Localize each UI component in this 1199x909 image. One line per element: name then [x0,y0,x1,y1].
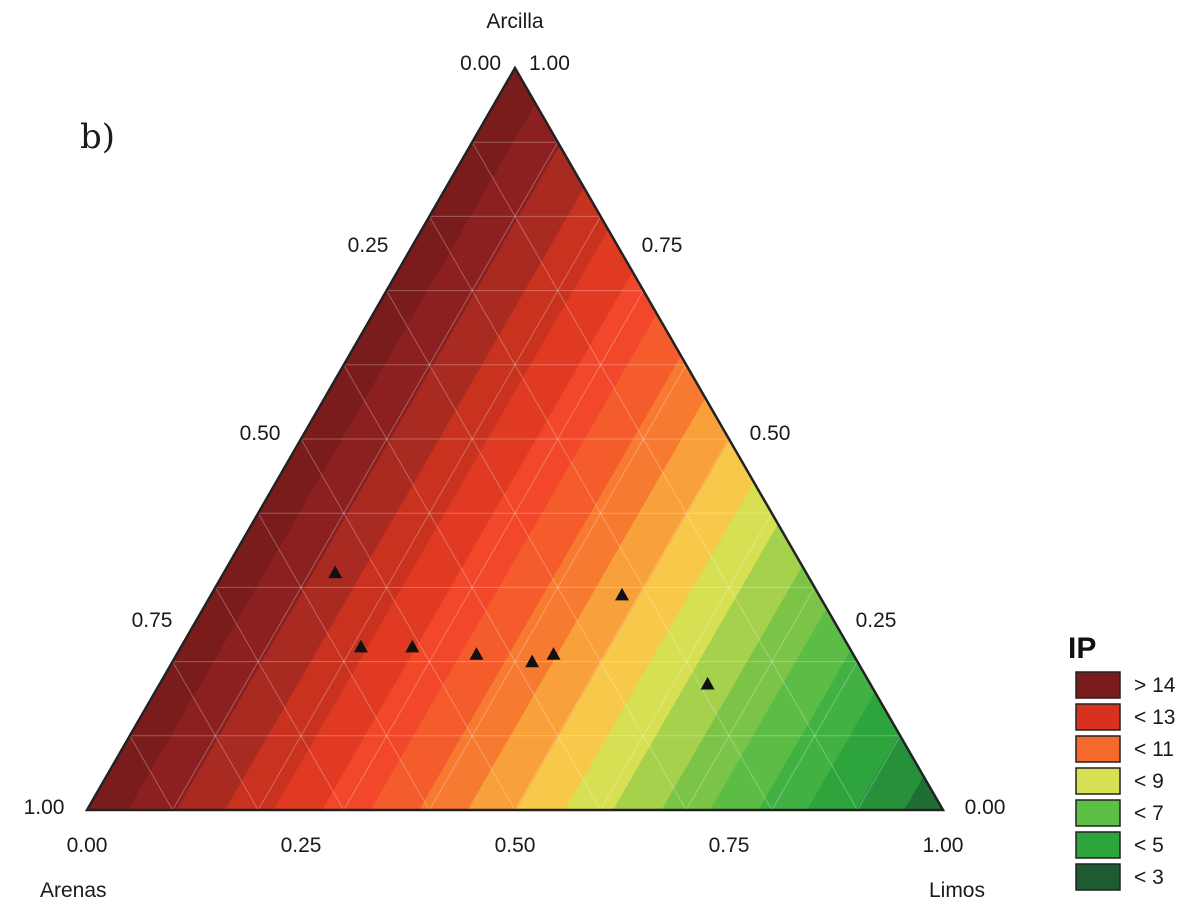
grid-line [856,735,901,811]
grid-line [428,364,687,811]
tick-top-0: 0.00 [460,52,501,75]
legend-swatch [1075,735,1121,763]
legend-title: IP [1068,632,1096,665]
grid-lines [129,141,901,811]
panel-label: b) [80,117,115,157]
data-point-marker [546,647,561,660]
grid-line [685,587,816,811]
legend-label: < 7 [1134,802,1164,825]
contour-bands [87,68,943,810]
tick-bottom-000: 0.00 [67,834,108,857]
tick-left-075: 0.75 [132,609,173,632]
legend-swatch [1075,799,1121,827]
tick-bottom-075: 0.75 [709,834,750,857]
contour-band [686,68,943,810]
grid-line [300,438,516,811]
grid-line [343,364,602,811]
axis-title-arenas: Arenas [40,879,107,902]
tick-left-025: 0.25 [348,234,389,257]
legend-swatch [1075,831,1121,859]
axis-title-limos: Limos [929,879,985,902]
data-point-marker [700,676,715,690]
contour-band [153,68,696,810]
data-point-marker [615,587,629,601]
sample-points [328,565,715,690]
legend-label: > 14 [1134,674,1176,697]
legend-label: < 9 [1134,770,1164,793]
contour-band [104,68,648,810]
tick-right-000: 0.00 [965,796,1006,819]
legend-label: < 11 [1134,738,1174,761]
tick-right-075: 0.75 [642,234,683,257]
grid-line [172,661,259,811]
legend-swatch [1075,703,1121,731]
legend-label: < 13 [1134,706,1175,729]
legend-swatch [1075,863,1121,891]
legend-label: < 3 [1134,866,1164,889]
tick-right-050: 0.50 [750,422,791,445]
data-point-marker [353,639,368,653]
grid-line [428,216,773,811]
legend-swatch [1075,767,1121,795]
grid-line [257,512,430,811]
tick-left-050: 0.50 [240,422,281,445]
legend-swatch [1075,671,1121,699]
tick-bottom-025: 0.25 [281,834,322,857]
grid-line [214,587,345,811]
tick-top-1: 1.00 [529,52,570,75]
grid-line [386,290,687,811]
data-point-marker [328,565,343,579]
grid-line [514,438,730,811]
tick-left-100: 1.00 [24,796,65,819]
triangle-frame [84,65,946,812]
grid-line [129,735,174,811]
grid-line [471,141,858,811]
data-point-marker [405,639,420,653]
grid-line [172,141,559,811]
legend: IP > 14 < 13 < 11 < 9 < 7 < 5 < 3 [1068,632,1176,891]
axis-title-arcilla: Arcilla [486,10,543,33]
tick-right-025: 0.25 [856,609,897,632]
grid-line [600,512,773,811]
data-point-marker [525,654,540,668]
data-point-marker [469,647,484,660]
grid-line [343,290,644,811]
tick-bottom-050: 0.50 [495,834,536,857]
grid-line [257,216,602,811]
legend-label: < 5 [1134,834,1164,857]
grid-line [771,661,858,811]
tick-bottom-100: 1.00 [923,834,964,857]
